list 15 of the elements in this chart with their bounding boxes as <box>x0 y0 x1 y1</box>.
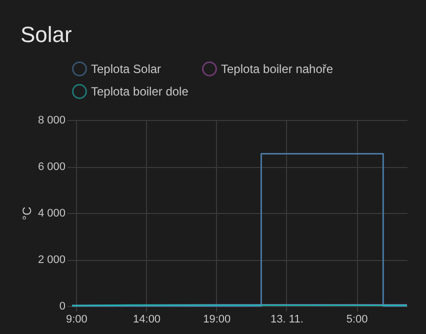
x-tick-label: 5:00 <box>346 314 368 326</box>
y-tick-label: 8 000 <box>38 114 66 126</box>
legend-label: Teplota boiler nahoře <box>221 62 334 76</box>
chart-title: Solar <box>20 22 72 47</box>
y-axis-title: °C <box>20 206 34 220</box>
legend-label: Teplota boiler dole <box>91 84 189 98</box>
x-tick-label: 13. 11. <box>270 314 304 326</box>
y-tick-label: 0 <box>59 300 66 312</box>
y-tick-label: 6 000 <box>38 161 66 173</box>
legend-label: Teplota Solar <box>91 62 162 76</box>
x-tick-label: 14:00 <box>133 314 161 326</box>
x-tick-label: 9:00 <box>66 314 88 326</box>
y-tick-label: 2 000 <box>38 254 66 266</box>
x-tick-label: 19:00 <box>203 314 231 326</box>
y-tick-label: 4 000 <box>38 208 66 220</box>
